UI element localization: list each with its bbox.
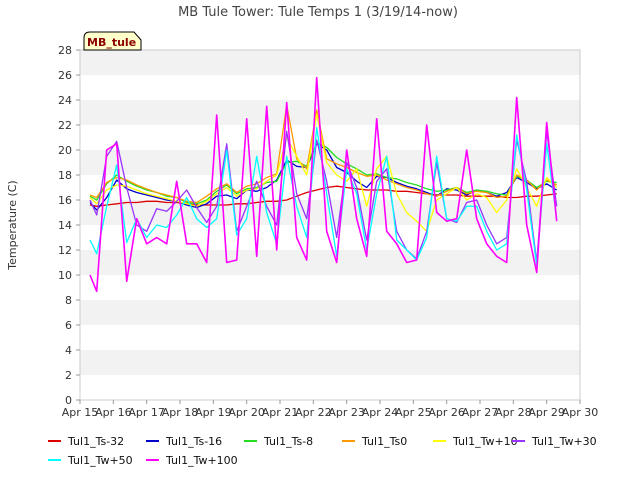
grid-band [80,300,580,325]
y-tick-label: 24 [58,94,72,107]
legend-item: Tul1_Tw+100 [146,454,238,467]
x-tick-label: Apr 25 [395,406,432,419]
x-tick-label: Apr 21 [262,406,299,419]
legend-item: Tul1_Tw+10 [433,435,518,448]
legend-label: Tul1_Ts0 [361,435,407,448]
y-tick-label: 8 [65,294,72,307]
grid-band [80,325,580,350]
series-line-tul1-ts0 [89,104,557,204]
legend-item: Tul1_Tw+30 [512,435,597,448]
grid-band [80,250,580,275]
legend-label: Tul1_Tw+100 [165,454,238,467]
grid-band [80,75,580,100]
series-line-tul1-tw-100 [89,76,558,293]
legend: Tul1_Ts-32 Tul1_Ts-16 Tul1_Ts-8 Tul1_Ts0 Tul… [48,435,597,467]
series-line-tul1-tw-10 [89,113,558,232]
y-axis-label: Temperature (C) [6,180,19,270]
y-tick-label: 6 [65,319,72,332]
grid-band [80,125,580,150]
legend-item: Tul1_Ts-8 [244,435,313,448]
series-line-tul1-ts-32 [89,185,557,207]
grid-band [80,50,580,75]
x-tick-label: Apr 15 [62,406,99,419]
y-tick-label: 20 [58,144,72,157]
x-tick-label: Apr 18 [162,406,199,419]
y-tick-label: 4 [65,344,72,357]
x-tick-label: Apr 22 [295,406,332,419]
y-tick-label: 28 [58,44,72,57]
legend-label: Tul1_Tw+50 [67,454,133,467]
x-tick-label: Apr 17 [128,406,165,419]
y-tick-label: 10 [58,269,72,282]
y-tick-label: 22 [58,119,72,132]
y-tick-label: 26 [58,69,72,82]
station-badge-label: MB_tule [87,36,136,49]
legend-item: Tul1_Ts-32 [48,435,124,448]
x-tick-label: Apr 16 [95,406,132,419]
legend-label: Tul1_Ts-32 [67,435,124,448]
x-tick-label: Apr 28 [495,406,532,419]
station-badge-shape [83,31,142,51]
x-tick-label: Apr 24 [362,406,399,419]
y-tick-label: 12 [58,244,72,257]
legend-item: Tul1_Ts0 [342,435,407,448]
y-tick-label: 2 [65,369,72,382]
x-tick-label: Apr 26 [428,406,465,419]
legend-label: Tul1_Ts-8 [263,435,313,448]
x-tick-label: Apr 27 [462,406,499,419]
legend-item: Tul1_Tw+50 [48,454,133,467]
grid-band [80,375,580,400]
x-tick-label: Apr 30 [562,406,599,419]
x-tick-label: Apr 23 [328,406,365,419]
grid-band [80,100,580,125]
y-tick-label: 18 [58,169,72,182]
grid-band [80,275,580,300]
x-tick-label: Apr 29 [528,406,565,419]
legend-label: Tul1_Ts-16 [165,435,222,448]
grid-band [80,225,580,250]
y-tick-label: 0 [65,394,72,407]
legend-label: Tul1_Tw+30 [531,435,597,448]
series-lines [89,76,558,293]
legend-item: Tul1_Ts-16 [146,435,222,448]
grid-bands [80,50,580,400]
legend-label: Tul1_Tw+10 [452,435,518,448]
y-tick-label: 16 [58,194,72,207]
chart-title: MB Tule Tower: Tule Temps 1 (3/19/14-now… [178,5,458,20]
grid-band [80,150,580,175]
x-tick-label: Apr 19 [195,406,232,419]
y-tick-label: 14 [58,219,72,232]
x-tick-label: Apr 20 [228,406,265,419]
grid-band [80,350,580,375]
station-badge: MB_tule [83,31,142,51]
